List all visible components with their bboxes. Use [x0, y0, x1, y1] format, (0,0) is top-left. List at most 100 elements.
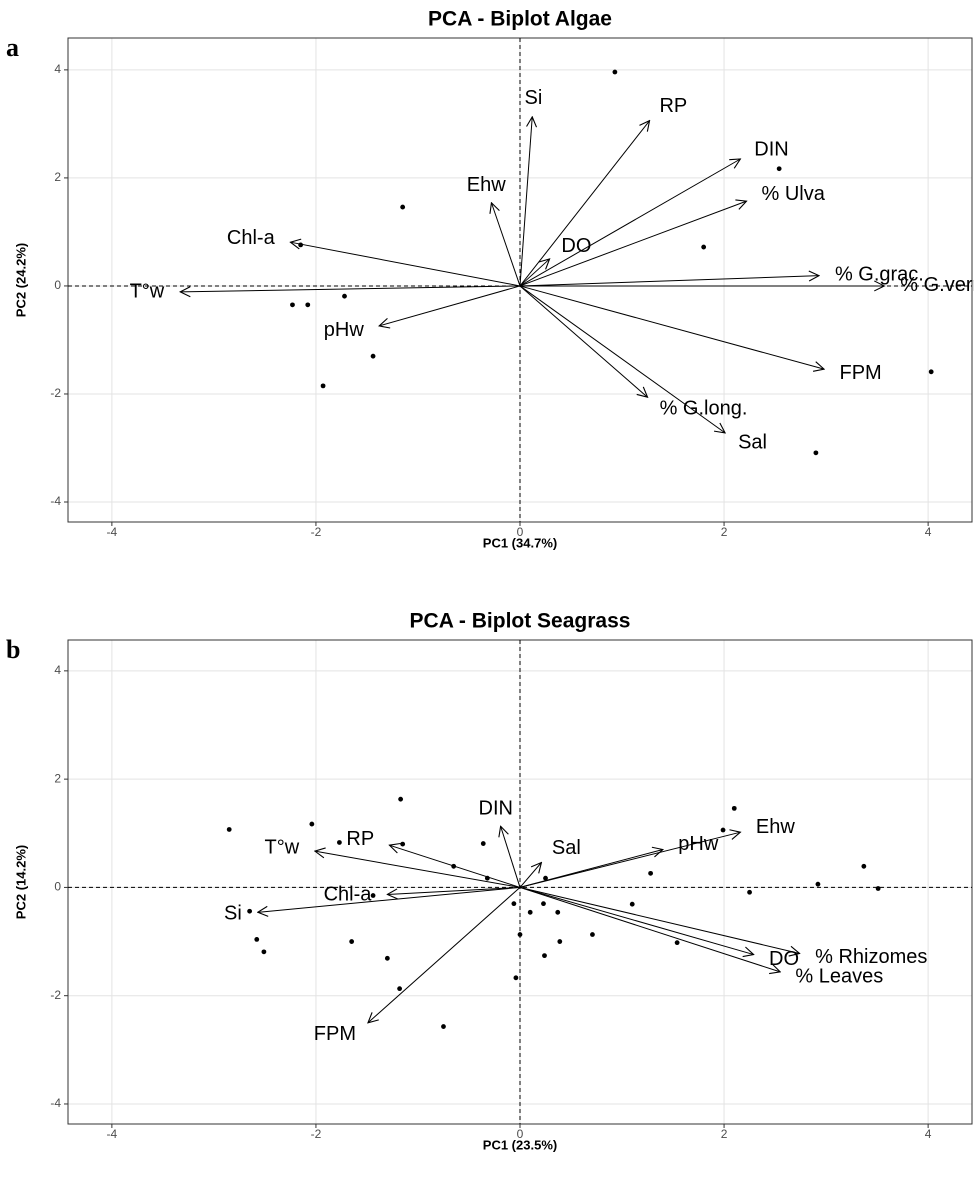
point — [480, 841, 486, 846]
y-tick-label: -2 — [50, 988, 61, 1002]
arrow-label: pHw — [678, 833, 719, 855]
arrow-label: FPM — [314, 1023, 356, 1045]
x-axis-label: PC1 (23.5%) — [483, 1137, 557, 1152]
arrow-label: Ehw — [467, 174, 506, 196]
point — [813, 450, 819, 456]
x-tick-label: -2 — [311, 525, 322, 539]
loading-arrow — [387, 886, 521, 894]
point — [305, 302, 311, 308]
loading-arrow — [389, 845, 521, 888]
point — [648, 870, 654, 876]
arrow-label: Sal — [552, 837, 581, 859]
point — [337, 840, 342, 845]
arrow-label: % Ulva — [761, 183, 825, 205]
arrow-label: RP — [659, 95, 687, 117]
arrow-label: pHw — [324, 319, 365, 341]
arrow-label: % G.grac. — [835, 263, 924, 285]
point — [342, 293, 347, 299]
point — [928, 369, 934, 375]
arrow-label: Ehw — [756, 816, 795, 838]
loading-arrow — [315, 851, 521, 888]
point — [541, 901, 546, 907]
arrow-label: Sal — [738, 432, 767, 454]
point — [875, 886, 881, 891]
arrow-label: FPM — [839, 362, 881, 384]
y-axis-label: PC2 (14.2%) — [13, 845, 28, 919]
chart-title: PCA - Biplot Seagrass — [410, 610, 631, 633]
y-tick-label: -2 — [50, 386, 61, 400]
point — [441, 1024, 446, 1029]
loading-arrow — [519, 863, 541, 888]
x-tick-label: 4 — [925, 1127, 932, 1141]
arrow-label: % G.verm. — [900, 274, 974, 296]
chart-title: PCA - Biplot Algae — [428, 8, 612, 31]
point — [674, 940, 680, 946]
loading-arrow — [180, 285, 521, 292]
x-tick-label: 0 — [517, 1127, 524, 1141]
point — [384, 955, 390, 961]
loading-arrow — [368, 887, 521, 1022]
arrow-label: RP — [346, 828, 374, 850]
loading-arrow — [290, 242, 521, 287]
point — [511, 901, 517, 907]
point — [612, 69, 618, 75]
loading-arrow — [379, 285, 521, 326]
x-axis-label: PC1 (34.7%) — [483, 535, 557, 550]
point — [400, 204, 406, 210]
point — [309, 821, 315, 827]
point — [861, 863, 867, 869]
arrow-label: Chl-a — [324, 884, 373, 906]
arrow-label: % Leaves — [795, 966, 883, 988]
loading-arrow — [519, 285, 648, 397]
arrow-label: Si — [525, 87, 543, 109]
loading-arrow — [491, 203, 521, 287]
loading-arrow — [519, 832, 740, 888]
y-tick-label: 4 — [54, 663, 61, 677]
x-tick-label: 2 — [721, 1127, 728, 1141]
point — [254, 936, 260, 942]
arrow-label: T°w — [130, 280, 165, 302]
arrow-label: % Rhizomes — [815, 946, 927, 968]
y-tick-label: 0 — [54, 880, 61, 894]
y-tick-label: 2 — [54, 170, 61, 184]
panel-letter: b — [6, 635, 20, 664]
loading-arrow — [519, 886, 800, 953]
point — [513, 975, 519, 981]
point — [400, 841, 406, 847]
y-axis-label: PC2 (24.2%) — [13, 243, 28, 317]
point — [517, 932, 523, 937]
point — [527, 909, 533, 915]
x-tick-label: 0 — [517, 525, 524, 539]
point — [397, 986, 403, 992]
point — [247, 908, 253, 914]
point — [349, 939, 355, 944]
arrow-label: DIN — [754, 138, 788, 160]
point — [398, 796, 404, 802]
point — [590, 932, 595, 937]
loading-arrow — [258, 886, 521, 912]
loading-arrow — [519, 850, 663, 888]
point — [542, 953, 547, 959]
point — [370, 893, 376, 898]
loading-arrow — [519, 285, 824, 369]
x-tick-label: -4 — [107, 525, 118, 539]
x-tick-label: -2 — [311, 1127, 322, 1141]
loading-arrow — [519, 886, 754, 954]
point — [701, 244, 707, 250]
arrow-label: % G.long. — [660, 397, 748, 419]
arrow-label: DO — [561, 235, 591, 257]
point — [720, 827, 726, 833]
point — [815, 881, 821, 887]
point — [370, 353, 376, 359]
y-tick-label: -4 — [50, 494, 61, 508]
panel-letter: a — [6, 33, 19, 62]
loading-arrow — [519, 117, 532, 286]
loading-arrow — [519, 886, 780, 971]
point — [555, 909, 561, 915]
loading-arrow — [519, 121, 650, 287]
point — [776, 166, 782, 172]
x-tick-label: 4 — [925, 525, 932, 539]
y-tick-label: 2 — [54, 771, 61, 785]
loading-arrow — [519, 159, 740, 287]
arrow-label: Si — [224, 902, 242, 924]
